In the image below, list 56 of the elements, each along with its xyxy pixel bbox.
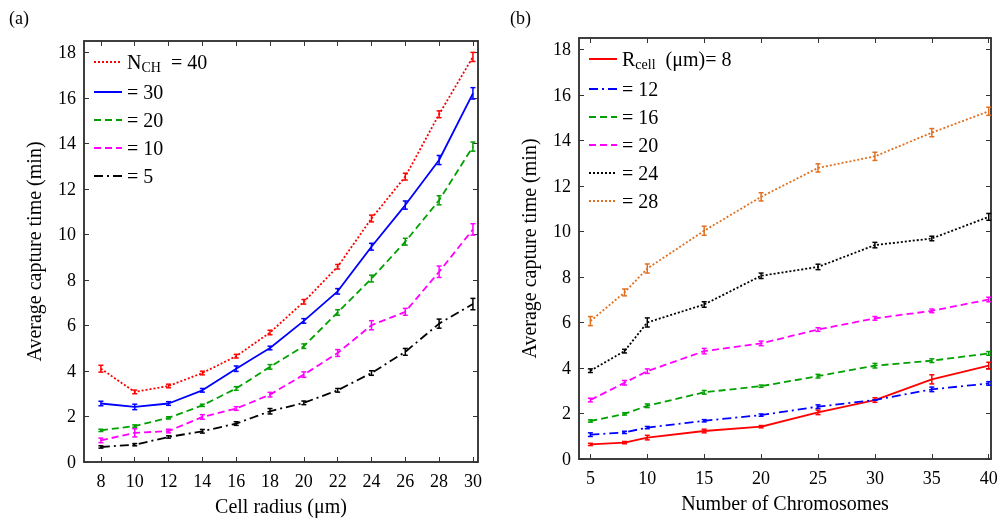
line-series bbox=[589, 110, 990, 322]
y-tick-label: 18 bbox=[553, 39, 571, 60]
y-tick-label: 14 bbox=[58, 133, 76, 154]
y-tick-label: 0 bbox=[562, 449, 571, 469]
y-tick-label: 8 bbox=[562, 266, 571, 287]
y-tick-label: 6 bbox=[562, 312, 571, 333]
y-tick-label: 18 bbox=[58, 42, 76, 63]
x-tick-label: 24 bbox=[362, 471, 381, 491]
y-tick-label: 2 bbox=[562, 403, 571, 424]
x-tick-label: 22 bbox=[328, 471, 347, 491]
y-tick-label: 0 bbox=[67, 452, 76, 472]
y-axis-title: Average capture time (min) bbox=[518, 138, 541, 359]
x-tick-label: 26 bbox=[396, 471, 415, 491]
legend-label: = 16 bbox=[622, 106, 659, 128]
legend-label: = 24 bbox=[622, 162, 659, 184]
x-tick-label: 30 bbox=[463, 471, 482, 491]
x-axis-title: Cell radius (μm) bbox=[215, 495, 347, 518]
x-axis-title: Number of Chromosomes bbox=[681, 492, 890, 514]
y-tick-label: 6 bbox=[67, 315, 76, 336]
x-tick-label: 5 bbox=[585, 468, 595, 488]
x-tick-label: 40 bbox=[979, 468, 998, 488]
y-tick-label: 4 bbox=[67, 360, 76, 381]
y-tick-label: 10 bbox=[553, 221, 571, 242]
y-tick-label: 12 bbox=[553, 175, 571, 196]
legend-label: = 12 bbox=[622, 78, 659, 100]
x-tick-label: 25 bbox=[809, 468, 828, 488]
y-tick-label: 16 bbox=[58, 87, 76, 108]
y-tick-label: 2 bbox=[67, 406, 76, 427]
x-tick-label: 14 bbox=[193, 471, 212, 491]
x-tick-label: 15 bbox=[695, 468, 714, 488]
chart-title: (b) bbox=[510, 8, 531, 29]
x-tick-label: 28 bbox=[430, 471, 449, 491]
legend-label: = 10 bbox=[127, 137, 164, 159]
y-tick-label: 8 bbox=[67, 269, 76, 290]
x-tick-label: 20 bbox=[294, 471, 313, 491]
x-tick-label: 10 bbox=[638, 468, 657, 488]
legend-label: = 28 bbox=[622, 190, 659, 212]
y-tick-label: 4 bbox=[562, 357, 571, 378]
x-tick-label: 10 bbox=[125, 471, 144, 491]
legend-label: = 20 bbox=[622, 134, 659, 156]
x-tick-label: 20 bbox=[752, 468, 771, 488]
y-axis-title: Average capture time (min) bbox=[23, 141, 46, 362]
x-tick-label: 16 bbox=[227, 471, 246, 491]
legend-label: = 5 bbox=[127, 165, 154, 187]
x-tick-label: 35 bbox=[922, 468, 941, 488]
x-tick-label: 18 bbox=[261, 471, 280, 491]
legend-label: = 20 bbox=[127, 109, 164, 131]
x-tick-label: 12 bbox=[159, 471, 178, 491]
y-tick-label: 14 bbox=[553, 130, 571, 151]
y-tick-label: 10 bbox=[58, 224, 76, 245]
chart-title: (a) bbox=[9, 8, 29, 29]
y-tick-label: 12 bbox=[58, 178, 76, 199]
x-tick-label: 30 bbox=[865, 468, 884, 488]
y-tick-label: 16 bbox=[553, 84, 571, 105]
x-tick-label: 8 bbox=[96, 471, 106, 491]
legend-label: = 30 bbox=[127, 81, 164, 103]
